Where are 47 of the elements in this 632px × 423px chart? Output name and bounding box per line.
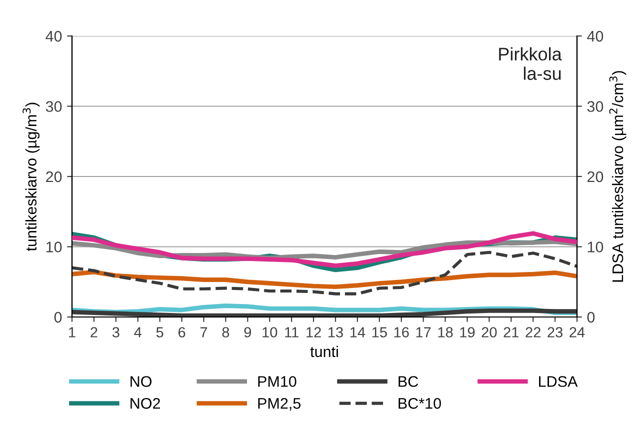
y2-tick-label: 40 (587, 30, 604, 42)
x-tick-label: 8 (222, 327, 230, 338)
line-series (72, 270, 577, 290)
x-tick-label: 10 (262, 327, 278, 338)
x-tick-label: 6 (178, 327, 186, 338)
legend-label: NO2 (130, 398, 160, 409)
legend-label: BC (398, 376, 418, 387)
x-tick-label: 22 (526, 327, 540, 338)
y-tick-label: 10 (46, 242, 62, 252)
legend-label: PM2,5 (258, 398, 301, 411)
x-tick-label: 16 (394, 327, 409, 338)
y2-axis-title: LDSA tuntikeskiarvo (µm$^{2}$/cm$^{3}$) (609, 71, 626, 282)
x-tick-label: 7 (200, 327, 208, 338)
x-tick-label: 23 (548, 327, 563, 338)
x-tick-label: 15 (372, 327, 387, 338)
x-tick-label: 18 (438, 327, 453, 338)
x-tick-label: 11 (285, 327, 298, 338)
x-tick-label: 17 (416, 327, 431, 338)
y-tick-label: 0 (54, 312, 62, 323)
y2-tick-label: 10 (588, 242, 604, 252)
legend-label: NO (130, 376, 152, 387)
x-tick-label: 13 (328, 327, 343, 338)
y-tick-label: 20 (46, 171, 62, 182)
x-tick-label: 19 (460, 327, 475, 338)
y-tick-label: 30 (46, 101, 62, 112)
y-tick-label: 40 (46, 30, 62, 42)
x-tick-label: 1 (69, 327, 76, 338)
y2-tick-label: 0 (587, 312, 595, 323)
x-tick-label: 21 (504, 327, 519, 338)
x-tick-label: 12 (306, 327, 321, 338)
legend-label: LDSA (539, 376, 578, 387)
y-axis-title: tuntikeskiarvo (µg/m$^{3}$) (22, 102, 40, 252)
x-tick-label: 5 (156, 327, 164, 338)
x-tick-label: 20 (482, 327, 497, 338)
line-series (72, 250, 577, 296)
legend-label: PM10 (258, 376, 296, 387)
x-tick-label: 9 (244, 327, 252, 338)
x-axis-title: tunti (310, 346, 338, 358)
x-tick-label: 14 (350, 327, 366, 338)
x-tick-label: 4 (134, 327, 142, 338)
y2-tick-label: 20 (587, 171, 604, 182)
legend-label: BC*10 (398, 398, 441, 409)
y2-tick-label: 30 (587, 101, 604, 112)
x-tick-label: 24 (570, 327, 585, 338)
annotation: Pirkkola la-su (499, 47, 562, 80)
x-tick-label: 3 (112, 327, 120, 338)
x-tick-label: 2 (90, 327, 98, 338)
